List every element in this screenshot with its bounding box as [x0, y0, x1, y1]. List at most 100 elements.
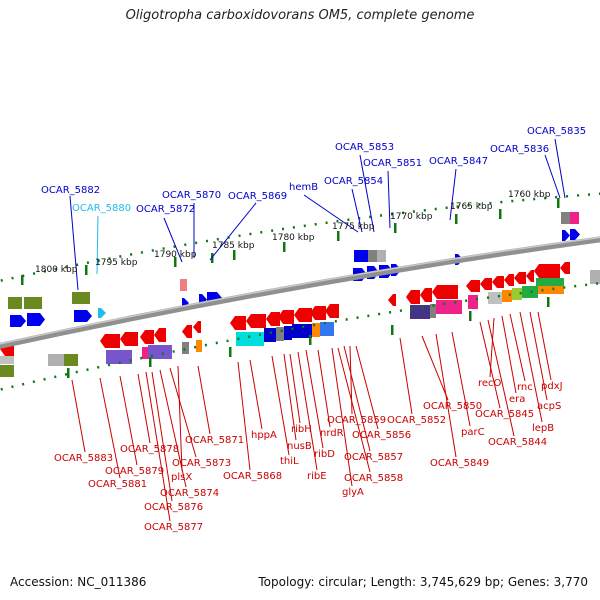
gene-arrow-reverse [266, 312, 280, 326]
gene-arrow-reverse [100, 334, 120, 348]
leader-line [359, 154, 375, 233]
leader-line [544, 154, 561, 199]
gene-arrow-reverse [504, 274, 514, 286]
leader-line [237, 361, 251, 471]
gene-label: OCAR_5853 [335, 142, 394, 153]
gene-arrow-reverse [492, 276, 504, 288]
gene-label: OCAR_5844 [488, 437, 547, 448]
feature-block [590, 270, 600, 284]
leader-line [197, 365, 211, 435]
gene-arrow-reverse [432, 285, 458, 299]
gene-label: thiL [280, 456, 299, 467]
gene-label: OCAR_5877 [144, 522, 203, 533]
leader-line [169, 367, 197, 458]
gene-label: OCAR_5869 [228, 191, 287, 202]
gene-label: OCAR_5871 [185, 435, 244, 446]
leader-line [99, 377, 121, 479]
gene-label: glyA [342, 487, 364, 498]
leader-line [349, 345, 353, 415]
gene-arrow-forward [10, 315, 26, 327]
leader-line [399, 337, 413, 415]
leader-line [297, 351, 318, 471]
feature-block [264, 328, 276, 342]
gene-tracks [0, 212, 600, 377]
gene-arrow-forward [562, 230, 570, 241]
leader-line [479, 321, 501, 409]
gene-label: lepB [532, 423, 554, 434]
leader-line [343, 345, 371, 452]
leader-line [119, 375, 138, 466]
gene-arrow-reverse [560, 262, 570, 274]
leader-line [283, 353, 297, 441]
scale-label: 1770 kbp [390, 212, 433, 222]
gene-label: OCAR_5849 [430, 458, 489, 469]
feature-block [236, 332, 264, 346]
upper-ruler [0, 192, 600, 283]
major-tick [455, 214, 458, 224]
feature-block [354, 250, 368, 262]
gene-label: ribH [291, 424, 312, 435]
leader-line [137, 373, 151, 444]
label-layer: 1800 kbp 1795 kbp 1790 kbp 1785 kbp 1780 kbp… [35, 126, 586, 533]
gene-arrow-forward [98, 308, 106, 318]
backbone-highlight [0, 236, 600, 345]
gene-label: OCAR_5856 [352, 430, 411, 441]
leader-line [163, 217, 183, 263]
scale-label: 1790 kbp [154, 250, 197, 260]
feature-block [180, 279, 187, 291]
feature-block [312, 323, 320, 337]
feature-block [148, 345, 172, 359]
gene-label: OCAR_5845 [475, 409, 534, 420]
feature-block [430, 304, 436, 318]
gene-label: nrdR [320, 428, 344, 439]
gene-arrow-forward [27, 313, 45, 326]
map-title: Oligotropha carboxidovorans OM5, complet… [125, 8, 475, 23]
leader-line [96, 215, 99, 275]
feature-block [182, 342, 189, 354]
gene-label: OCAR_5873 [172, 458, 231, 469]
gene-label: OCAR_5857 [344, 452, 403, 463]
feature-block [570, 212, 579, 224]
gene-arrow-reverse [526, 270, 534, 282]
feature-block [0, 356, 14, 364]
gene-label: OCAR_5874 [160, 488, 219, 499]
gene-arrow-reverse [310, 306, 326, 320]
major-tick [391, 325, 394, 335]
leader-line [289, 353, 301, 424]
leader-line [209, 202, 257, 261]
leader-line [529, 311, 548, 401]
major-tick [283, 242, 286, 252]
leader-line [449, 168, 457, 221]
major-tick [85, 265, 88, 275]
major-tick [309, 335, 312, 345]
gene-label: OCAR_5879 [105, 466, 164, 477]
gene-label: plsX [171, 472, 192, 483]
gene-label: parC [461, 427, 485, 438]
gene-arrow-reverse [154, 328, 166, 342]
gene-arrow-reverse [480, 278, 492, 290]
leader-line [435, 333, 457, 458]
feature-block [488, 292, 502, 304]
gene-arrow-reverse [388, 294, 396, 306]
gene-arrow-forward [570, 229, 580, 240]
major-tick [469, 311, 472, 321]
major-tick [21, 275, 24, 285]
gene-label: OCAR_5876 [144, 502, 203, 513]
leader-line [554, 138, 566, 199]
major-tick [149, 357, 152, 367]
leader-line [337, 347, 371, 473]
gene-label: OCAR_5883 [54, 453, 113, 464]
gene-label: recO [478, 378, 502, 389]
major-tick [337, 231, 340, 241]
leader-line [351, 188, 363, 233]
gene-label: rnc [517, 382, 533, 393]
feature-block [64, 354, 78, 366]
gene-label: pdxJ [541, 381, 563, 392]
scale-label: 1785 kbp [212, 241, 255, 251]
leader-line [509, 313, 526, 382]
feature-block [512, 288, 522, 300]
leader-line [537, 311, 552, 381]
gene-label: OCAR_5858 [344, 473, 403, 484]
feature-block [522, 286, 538, 298]
feature-block [368, 250, 377, 262]
